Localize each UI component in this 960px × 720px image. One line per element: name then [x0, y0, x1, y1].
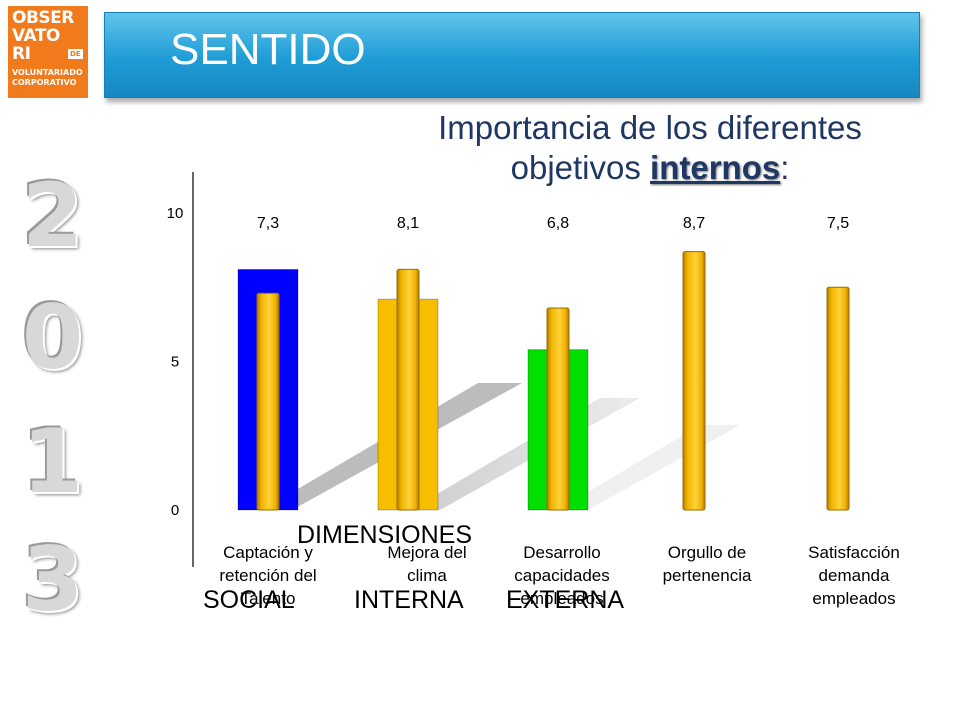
title-banner	[104, 12, 920, 98]
x-category-label: Captación y retención del Talento	[219, 543, 317, 608]
dimension-externa: EXTERNA	[506, 586, 625, 614]
slide-title: SENTIDO	[170, 25, 366, 74]
y-tick-label: 10	[167, 205, 184, 222]
year-digit: 2	[22, 164, 84, 267]
data-label: 8,1	[397, 215, 419, 232]
data-label: 7,5	[827, 215, 849, 232]
dimension-social: SOCIAL	[203, 586, 295, 614]
value-bar	[256, 292, 280, 511]
year-digit: 3	[22, 528, 84, 631]
data-label: 7,3	[257, 215, 279, 232]
x-category-label: Orgullo de pertenencia	[662, 543, 752, 585]
value-bar	[682, 251, 706, 511]
dimension-interna: INTERNA	[354, 586, 464, 614]
y-tick-label: 5	[171, 354, 179, 371]
subtitle-emphasis: internos	[650, 149, 781, 186]
observatorio-logo: OBSER VATO RI DE VOLUNTARIADO CORPORATIV…	[8, 6, 88, 98]
data-label: 6,8	[547, 215, 569, 232]
value-bar	[826, 286, 850, 511]
value-bar	[546, 307, 570, 511]
x-category-label: Mejora del clima	[387, 543, 467, 585]
y-tick-label: 0	[171, 502, 179, 519]
value-bar	[396, 268, 420, 511]
data-label: 8,7	[683, 215, 705, 232]
year-digit: 0	[22, 286, 84, 389]
x-category-label: Desarrollo capacidades empleados	[514, 543, 610, 608]
dimensions-heading: DIMENSIONES	[297, 521, 473, 549]
year-digit: 1	[22, 410, 84, 513]
x-category-label: Satisfacción demanda empleados	[808, 543, 900, 608]
chart-subtitle: Importancia de los diferentes objetivos …	[438, 109, 862, 186]
